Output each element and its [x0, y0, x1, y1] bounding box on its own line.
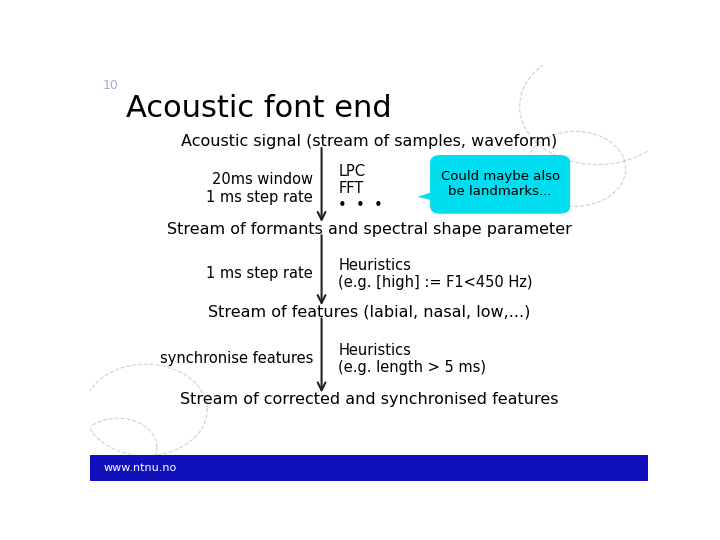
Text: www.ntnu.no: www.ntnu.no: [104, 463, 177, 472]
Text: 1 ms step rate: 1 ms step rate: [207, 266, 313, 281]
Text: Acoustic font end: Acoustic font end: [126, 94, 392, 123]
Text: Heuristics
(e.g. [high] := F1<450 Hz): Heuristics (e.g. [high] := F1<450 Hz): [338, 258, 533, 290]
FancyBboxPatch shape: [430, 155, 570, 214]
Text: synchronise features: synchronise features: [160, 352, 313, 367]
Text: Heuristics
(e.g. length > 5 ms): Heuristics (e.g. length > 5 ms): [338, 343, 486, 375]
FancyBboxPatch shape: [90, 455, 648, 481]
Text: Stream of corrected and synchronised features: Stream of corrected and synchronised fea…: [180, 392, 558, 407]
Text: 10: 10: [102, 78, 118, 91]
Text: Acoustic signal (stream of samples, waveform): Acoustic signal (stream of samples, wave…: [181, 134, 557, 149]
Text: 20ms window
1 ms step rate: 20ms window 1 ms step rate: [207, 172, 313, 205]
Text: Could maybe also
be landmarks...: Could maybe also be landmarks...: [441, 170, 559, 198]
Text: LPC
FFT
•  •  •: LPC FFT • • •: [338, 164, 383, 213]
Text: Stream of formants and spectral shape parameter: Stream of formants and spectral shape pa…: [166, 221, 572, 237]
Text: Stream of features (labial, nasal, low,...): Stream of features (labial, nasal, low,.…: [208, 305, 530, 320]
Polygon shape: [418, 188, 443, 203]
